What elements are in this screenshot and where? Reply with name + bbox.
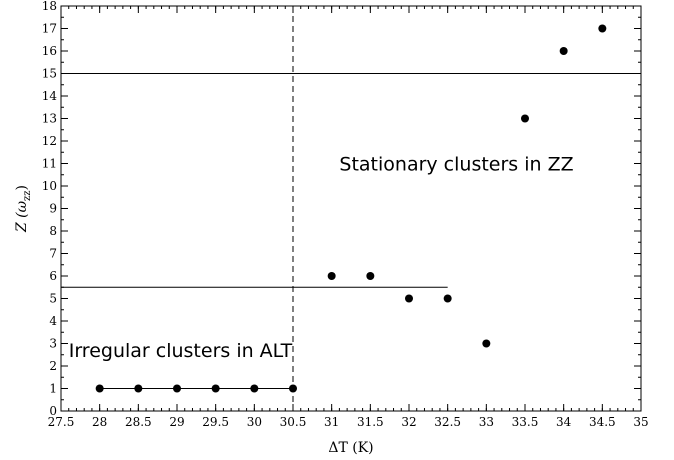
y-tick-label: 7 [49,247,57,261]
x-tick-label: 33 [479,415,494,429]
y-tick-label: 10 [42,179,57,193]
x-tick-label: 32 [401,415,416,429]
y-tick-label: 0 [49,404,57,418]
data-point [598,24,607,33]
data-point [521,114,529,123]
x-tick-label: 30.5 [280,415,307,429]
y-tick-label: 18 [42,0,57,13]
x-tick-label: 34.5 [589,415,616,429]
y-tick-label: 6 [49,269,57,283]
x-tick-label: 35 [633,415,648,429]
y-axis-label-sub: zz [22,190,33,201]
data-point [559,47,568,55]
plot-frame [60,5,642,412]
y-tick-label: 4 [49,314,57,328]
data-point [134,384,143,393]
x-tick-label: 33.5 [512,415,539,429]
y-tick-label: 8 [49,224,57,238]
x-axis-label: ΔT (K) [328,440,373,456]
data-point [482,339,491,348]
y-tick-label: 11 [42,157,57,171]
y-tick-label: 16 [42,44,57,58]
y-tick-label: 2 [49,359,57,373]
axis-ticks: 27.5 28 28.5 29 29.5 30 30.5 31 31.5 32 32.5 33 33.5… [42,0,649,429]
annotation-text: Stationary clusters in ZZ [339,153,573,175]
data-point [211,384,220,393]
y-axis-label: Z (ωzz) [14,185,33,233]
x-tick-label: 31.5 [357,415,384,429]
y-axis-label-close: ) [14,185,30,190]
y-tick-label: 9 [49,202,57,216]
data-point [173,384,181,393]
x-tick-label: 30 [247,415,262,429]
y-tick-label: 14 [42,89,58,103]
y-tick-label: 12 [42,134,57,148]
data-point [95,384,104,393]
x-tick-label: 34 [556,415,572,429]
x-tick-label: 28 [92,415,107,429]
annotations: Stationary clusters in ZZ Irregular clust… [69,153,574,362]
y-tick-label: 1 [49,382,57,396]
y-tick-label: 5 [49,292,57,306]
x-tick-label: 32.5 [434,415,461,429]
data-points [95,24,607,393]
data-point [327,272,336,280]
x-tick-label: 29 [169,415,184,429]
x-tick-label: 31 [324,415,339,429]
x-tick-label: 29.5 [202,415,229,429]
x-tick-label: 28.5 [125,415,152,429]
y-axis-label-main: Z (ω [14,200,30,233]
y-tick-label: 13 [42,112,57,126]
y-tick-label: 15 [42,67,57,81]
data-point [366,272,375,280]
data-point [250,384,259,393]
data-point [289,384,297,393]
data-point [405,294,413,303]
x-tick-label: 27.5 [48,415,75,429]
reference-lines [61,6,641,411]
data-point [443,294,452,303]
annotation-text: Irregular clusters in ALT [69,340,293,362]
y-tick-label: 3 [49,337,57,351]
y-tick-label: 17 [42,22,57,36]
